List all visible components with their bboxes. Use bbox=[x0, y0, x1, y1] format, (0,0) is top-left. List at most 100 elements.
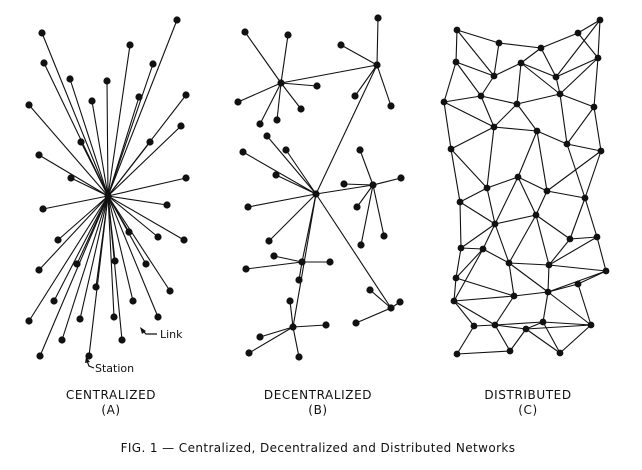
decentralized-link bbox=[315, 64, 378, 195]
decentralized-station bbox=[244, 203, 252, 211]
distributed-link bbox=[455, 61, 495, 77]
decentralized-link bbox=[273, 255, 303, 263]
decentralized-station bbox=[277, 79, 285, 87]
decentralized-link bbox=[275, 174, 317, 195]
centralized-link bbox=[28, 104, 109, 197]
distributed-link bbox=[559, 93, 595, 108]
distributed-link bbox=[455, 247, 462, 279]
distributed-link bbox=[593, 57, 599, 108]
distributed-link bbox=[535, 214, 571, 240]
distributed-link bbox=[460, 223, 496, 249]
distributed-link bbox=[577, 19, 601, 34]
distributed-link bbox=[459, 187, 488, 203]
distributed-link bbox=[555, 19, 601, 78]
distributed-link bbox=[584, 197, 598, 238]
distributed-link bbox=[493, 103, 518, 128]
distributed-station bbox=[453, 26, 461, 34]
distributed-link bbox=[584, 150, 602, 199]
distributed-link bbox=[450, 126, 495, 150]
distributed-link bbox=[453, 300, 496, 326]
distributed-link bbox=[546, 190, 586, 199]
distributed-link bbox=[520, 62, 557, 78]
panel-b-title: DECENTRALIZED bbox=[264, 388, 372, 402]
distributed-link bbox=[494, 321, 544, 326]
centralized-link bbox=[107, 195, 123, 341]
decentralized-station bbox=[396, 298, 404, 306]
decentralized-link bbox=[247, 193, 317, 208]
distributed-station bbox=[513, 100, 521, 108]
centralized-station bbox=[129, 297, 137, 305]
decentralized-station bbox=[295, 353, 303, 361]
decentralized-station bbox=[289, 323, 297, 331]
decentralized-station bbox=[256, 333, 264, 341]
distributed-link bbox=[516, 103, 538, 132]
decentralized-link bbox=[292, 324, 327, 328]
decentralized-link bbox=[280, 82, 302, 110]
distributed-station bbox=[490, 72, 498, 80]
decentralized-station bbox=[298, 258, 306, 266]
distributed-station bbox=[581, 194, 589, 202]
decentralized-station bbox=[270, 252, 278, 260]
distributed-station bbox=[587, 321, 595, 329]
decentralized-station bbox=[397, 174, 405, 182]
centralized-link bbox=[38, 195, 109, 271]
distributed-station bbox=[491, 321, 499, 329]
centralized-link bbox=[80, 141, 109, 197]
centralized-link bbox=[28, 195, 109, 322]
decentralized-station bbox=[313, 82, 321, 90]
distributed-link bbox=[453, 248, 484, 302]
decentralized-station bbox=[263, 132, 271, 140]
distributed-station bbox=[495, 39, 503, 47]
distributed-station bbox=[539, 318, 547, 326]
centralized-link bbox=[61, 195, 109, 341]
centralized-station bbox=[149, 60, 157, 68]
distributed-link bbox=[520, 62, 561, 95]
centralized-station bbox=[85, 352, 93, 360]
centralized-station bbox=[50, 297, 58, 305]
centralized-link bbox=[107, 63, 154, 197]
centralized-link bbox=[69, 78, 109, 197]
distributed-station bbox=[563, 140, 571, 148]
distributed-link bbox=[480, 75, 495, 97]
distributed-station bbox=[556, 90, 564, 98]
centralized-link bbox=[91, 100, 109, 197]
distributed-link bbox=[525, 328, 561, 354]
distributed-station bbox=[483, 184, 491, 192]
distributed-link bbox=[516, 93, 561, 105]
decentralized-station bbox=[295, 276, 303, 284]
distributed-station bbox=[479, 245, 487, 253]
centralized-station bbox=[182, 174, 190, 182]
distributed-link bbox=[577, 283, 592, 326]
decentralized-link bbox=[266, 135, 317, 195]
centralized-link bbox=[107, 195, 159, 238]
distributed-link bbox=[546, 150, 602, 192]
distributed-link bbox=[494, 176, 519, 225]
decentralized-station bbox=[380, 232, 388, 240]
distributed-link bbox=[540, 32, 579, 49]
centralized-station bbox=[154, 233, 162, 241]
distributed-station bbox=[537, 44, 545, 52]
distributed-link bbox=[456, 29, 495, 77]
distributed-link bbox=[516, 62, 522, 105]
distributed-link bbox=[494, 214, 537, 225]
decentralized-station bbox=[373, 61, 381, 69]
distributed-station bbox=[533, 127, 541, 135]
centralized-link bbox=[53, 195, 109, 302]
centralized-station bbox=[76, 315, 84, 323]
centralized-station bbox=[111, 257, 119, 265]
decentralized-station bbox=[234, 98, 242, 106]
distributed-link bbox=[520, 47, 542, 64]
decentralized-station bbox=[351, 92, 359, 100]
centralized-station bbox=[54, 236, 62, 244]
distributed-link bbox=[508, 262, 549, 293]
distributed-link bbox=[542, 291, 549, 323]
centralized-link bbox=[107, 96, 140, 197]
centralized-station bbox=[77, 138, 85, 146]
distributed-link bbox=[450, 148, 488, 189]
centralized-station bbox=[58, 336, 66, 344]
distributed-link bbox=[480, 95, 495, 128]
decentralized-link bbox=[245, 261, 303, 270]
centralized-link bbox=[107, 19, 178, 197]
link-label: Link bbox=[160, 328, 183, 341]
distributed-link bbox=[493, 126, 538, 132]
